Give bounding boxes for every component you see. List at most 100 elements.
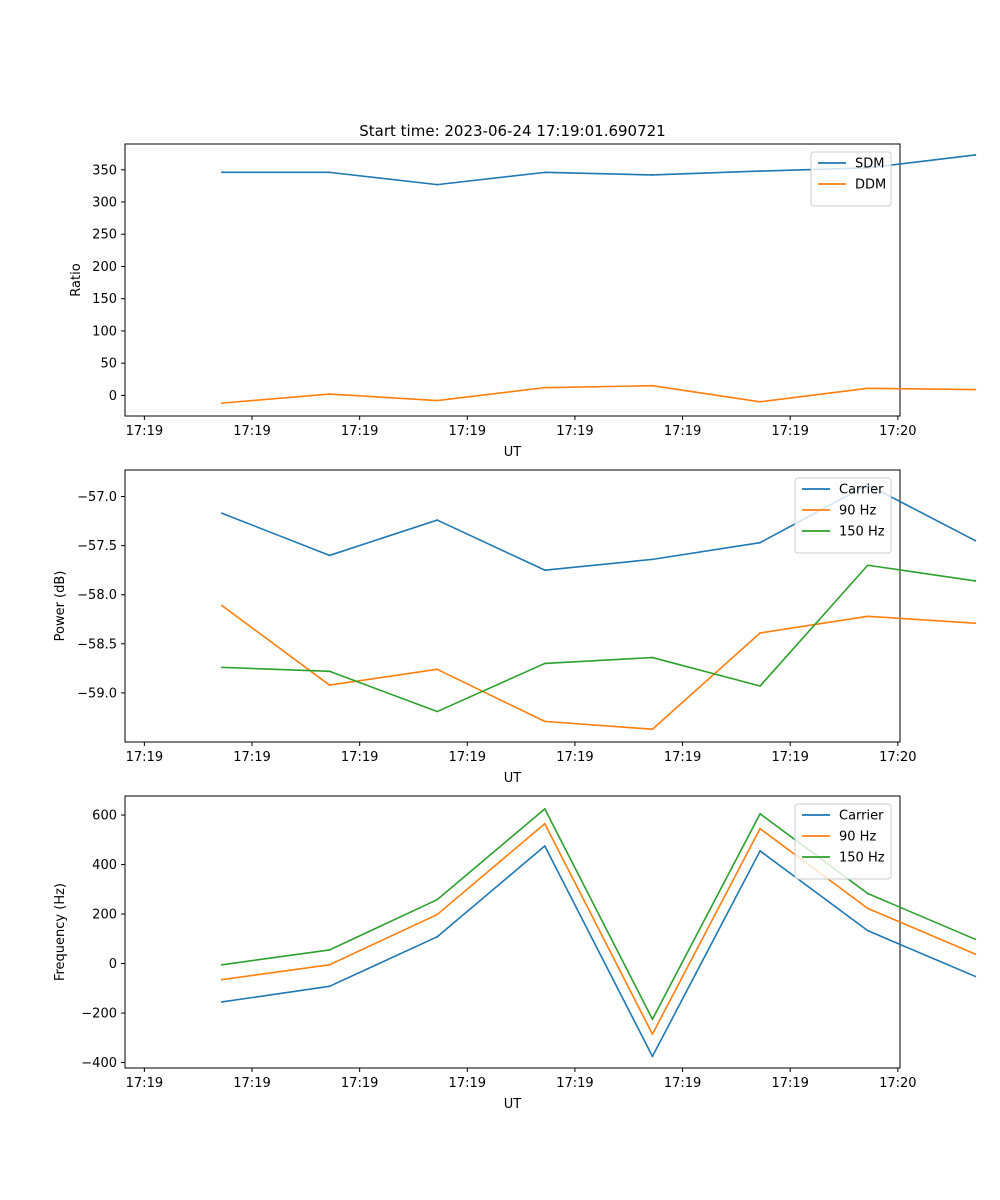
- data-point-90-hz: [328, 684, 331, 686]
- y-tick-label: −57.0: [77, 490, 117, 505]
- data-point-ddm: [866, 387, 869, 390]
- y-tick-label: −58.5: [77, 637, 117, 652]
- data-point-sdm: [543, 171, 546, 174]
- y-tick-label: −58.0: [77, 588, 117, 603]
- legend-box: [810, 151, 892, 207]
- x-tick-label: 17:19: [771, 750, 808, 765]
- data-point-150-hz: [866, 892, 869, 895]
- x-tick-label: 17:19: [126, 1076, 163, 1091]
- data-point-90-hz: [759, 827, 761, 830]
- x-tick-label: 17:19: [771, 1076, 808, 1091]
- data-point-carrier: [543, 845, 546, 847]
- data-point-150-hz: [328, 670, 331, 673]
- x-tick-label: 17:19: [771, 424, 808, 439]
- x-tick-label: 17:19: [126, 424, 163, 439]
- y-tick-label: 400: [92, 858, 117, 873]
- data-point-carrier: [436, 935, 439, 938]
- data-point-90-hz: [866, 615, 869, 618]
- series-line-150-hz: [221, 564, 976, 713]
- data-point-90-hz: [543, 822, 546, 825]
- data-point-sdm: [220, 171, 223, 174]
- data-point-150-hz: [651, 1018, 654, 1021]
- y-tick-label: 600: [92, 809, 117, 824]
- legend-label-carrier: Carrier: [839, 809, 884, 824]
- y-tick-label: 50: [100, 357, 117, 372]
- data-point-ddm: [220, 402, 223, 405]
- y-axis-label: Power (dB): [53, 571, 68, 642]
- legend-label-carrier: Carrier: [839, 483, 884, 498]
- data-point-carrier: [220, 1001, 223, 1003]
- data-point-ddm: [651, 384, 654, 387]
- y-axis-label: Ratio: [69, 263, 84, 296]
- series-line-150-hz: [221, 808, 976, 1021]
- legend-label-sdm: SDM: [855, 157, 884, 172]
- x-axis-label: UT: [504, 771, 522, 786]
- data-point-carrier: [759, 541, 761, 544]
- data-point-ddm: [436, 399, 439, 402]
- y-axis-label: Frequency (Hz): [53, 883, 68, 981]
- x-tick-label: 17:20: [879, 424, 916, 439]
- series-line-carrier: [221, 845, 976, 1058]
- x-tick-label: 17:19: [664, 750, 701, 765]
- series-line-90-hz: [221, 604, 976, 731]
- x-tick-label: 17:20: [879, 1076, 916, 1091]
- legend-box: [794, 803, 892, 880]
- data-point-150-hz: [436, 898, 439, 901]
- y-tick-label: −400: [81, 1056, 117, 1071]
- y-tick-label: 200: [92, 908, 117, 923]
- x-tick-label: 17:19: [233, 424, 270, 439]
- chart-frequency: 17:19 17:19 17:19 17:19 17:19 17:19 17:19 17:20…: [53, 795, 977, 1112]
- data-point-150-hz: [759, 812, 761, 815]
- data-point-carrier: [759, 850, 761, 852]
- data-point-150-hz: [974, 938, 977, 941]
- x-tick-label: 17:19: [233, 750, 270, 765]
- figure-title: Start time: 2023-06-24 17:19:01.690721: [359, 122, 665, 140]
- y-tick-label: 150: [92, 292, 117, 307]
- data-point-150-hz: [220, 666, 223, 669]
- data-point-sdm: [974, 154, 977, 156]
- legend-label-90-hz: 90 Hz: [839, 504, 876, 519]
- legend-label-90-hz: 90 Hz: [839, 830, 876, 845]
- x-axis-label: UT: [504, 445, 522, 460]
- data-point-ddm: [543, 386, 546, 389]
- data-point-carrier: [866, 929, 869, 932]
- data-point-carrier: [543, 569, 546, 572]
- y-tick-label: 300: [92, 196, 117, 211]
- data-point-150-hz: [543, 662, 546, 665]
- y-tick-label: 350: [92, 163, 117, 178]
- data-point-90-hz: [651, 728, 654, 731]
- y-tick-label: 0: [109, 389, 117, 404]
- x-tick-label: 17:19: [126, 750, 163, 765]
- x-tick-label: 17:19: [449, 424, 486, 439]
- x-tick-label: 17:19: [556, 750, 593, 765]
- y-tick-label: −57.5: [77, 539, 117, 554]
- y-tick-label: −200: [81, 1007, 117, 1022]
- data-point-carrier: [974, 539, 977, 542]
- x-tick-label: 17:19: [233, 1076, 270, 1091]
- data-point-90-hz: [974, 622, 977, 625]
- data-point-90-hz: [328, 963, 331, 966]
- data-point-90-hz: [759, 632, 761, 634]
- x-axis-label: UT: [504, 1097, 522, 1112]
- x-tick-label: 17:19: [556, 424, 593, 439]
- legend-label-ddm: DDM: [855, 178, 886, 193]
- x-tick-label: 17:19: [664, 424, 701, 439]
- data-point-carrier: [974, 975, 977, 978]
- data-point-carrier: [651, 1055, 654, 1058]
- data-point-sdm: [651, 174, 654, 176]
- y-tick-label: 250: [92, 228, 117, 243]
- axes-frame: [124, 469, 901, 743]
- axes-frame: [124, 795, 901, 1069]
- data-point-90-hz: [651, 1033, 654, 1035]
- y-tick-label: 0: [109, 957, 117, 972]
- data-point-150-hz: [436, 710, 439, 713]
- data-point-sdm: [436, 183, 439, 186]
- legend-label-150-hz: 150 Hz: [839, 851, 885, 866]
- legend-label-150-hz: 150 Hz: [839, 525, 885, 540]
- series-line-90-hz: [221, 822, 976, 1035]
- data-point-sdm: [328, 171, 331, 174]
- x-tick-label: 17:19: [449, 750, 486, 765]
- data-point-ddm: [759, 400, 761, 403]
- x-tick-label: 17:19: [341, 424, 378, 439]
